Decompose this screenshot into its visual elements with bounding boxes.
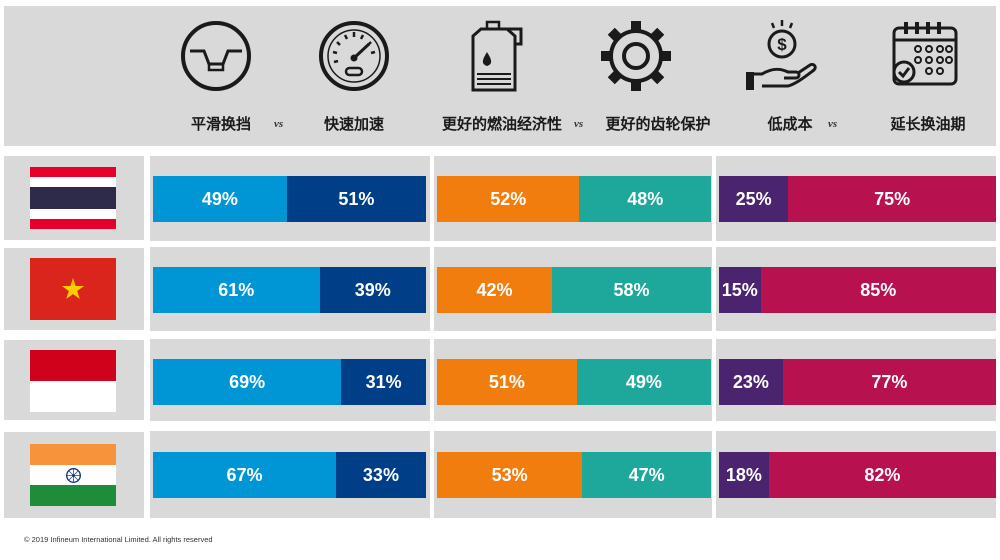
bar-segment-right: 49% — [576, 359, 711, 405]
flag-cell-vietnam — [4, 248, 144, 330]
data-label: 69% — [229, 371, 266, 392]
bar-segment-left: 61% — [153, 267, 320, 313]
data-label: 51% — [488, 371, 525, 392]
data-label: 77% — [871, 371, 908, 392]
flag-cell-india — [4, 432, 144, 518]
bar-segment-left: 15% — [719, 267, 761, 313]
flag-cell-indonesia — [4, 340, 144, 420]
bar-segment-right: 47% — [582, 452, 711, 498]
label-fuel-economy: 更好的燃油经济性 — [441, 116, 562, 133]
bar-thailand-group-3: 25% 75% — [719, 176, 996, 222]
data-label: 82% — [864, 464, 901, 485]
india-flag-icon — [30, 444, 116, 506]
bar-india-group-3: 18% 82% — [719, 452, 996, 498]
vs-label-2: vs — [574, 118, 584, 130]
thailand-flag-icon — [30, 167, 116, 229]
bar-segment-right: 77% — [782, 359, 996, 405]
data-label: 61% — [218, 279, 255, 300]
money-hand-icon: $ — [744, 18, 820, 94]
gear-icon — [598, 18, 674, 94]
data-label: 49% — [625, 371, 662, 392]
bar-segment-right: 31% — [341, 359, 426, 405]
bar-india-group-1: 67% 33% — [153, 452, 426, 498]
bar-thailand-group-1: 49% 51% — [153, 176, 426, 222]
row-separator — [150, 421, 996, 431]
flag-cell-thailand — [4, 156, 144, 240]
bar-vietnam-group-1: 61% 39% — [153, 267, 426, 313]
bar-segment-left: 53% — [437, 452, 583, 498]
bar-segment-left: 23% — [719, 359, 783, 405]
bar-segment-left: 18% — [719, 452, 769, 498]
vs-label-3: vs — [828, 118, 838, 130]
bar-segment-right: 33% — [335, 452, 426, 498]
steering-wheel-icon — [178, 18, 254, 94]
bar-segment-left: 25% — [719, 176, 789, 222]
row-separator — [150, 241, 996, 247]
row-separator — [150, 331, 996, 339]
calendar-icon — [888, 18, 964, 94]
data-label: 25% — [735, 188, 772, 209]
data-label: 48% — [627, 188, 664, 209]
bar-india-group-2: 53% 47% — [437, 452, 711, 498]
data-label: 23% — [732, 371, 769, 392]
label-low-cost: 低成本 — [767, 116, 813, 133]
data-label: 49% — [201, 188, 238, 209]
indonesia-flag-icon — [30, 350, 116, 412]
bar-thailand-group-2: 52% 48% — [437, 176, 711, 222]
bar-segment-left: 49% — [153, 176, 287, 222]
speedometer-icon — [316, 18, 392, 94]
data-label: 39% — [354, 279, 391, 300]
data-label: 15% — [721, 279, 758, 300]
data-label: 58% — [613, 279, 650, 300]
data-label: 51% — [338, 188, 375, 209]
bar-indonesia-group-1: 69% 31% — [153, 359, 426, 405]
oil-can-icon — [459, 18, 535, 94]
bar-segment-right: 39% — [319, 267, 426, 313]
data-label: 31% — [365, 371, 402, 392]
bar-segment-left: 51% — [437, 359, 577, 405]
data-label: 33% — [362, 464, 399, 485]
bar-segment-left: 42% — [437, 267, 553, 313]
bar-segment-left: 69% — [153, 359, 342, 405]
bar-indonesia-group-3: 23% 77% — [719, 359, 996, 405]
vietnam-flag-icon — [30, 258, 116, 320]
bar-segment-left: 52% — [437, 176, 580, 222]
data-label: 85% — [860, 279, 897, 300]
bar-segment-right: 82% — [768, 452, 996, 498]
bar-segment-right: 75% — [788, 176, 996, 222]
bar-segment-left: 67% — [153, 452, 336, 498]
data-label: 52% — [490, 188, 527, 209]
label-extended-drain: 延长换油期 — [890, 116, 966, 133]
copyright: © 2019 Infineum International Limited. A… — [24, 535, 213, 544]
label-fast-acceleration: 快速加速 — [323, 116, 384, 133]
bar-segment-right: 58% — [552, 267, 711, 313]
data-label: 53% — [491, 464, 528, 485]
bar-segment-right: 48% — [579, 176, 711, 222]
bar-segment-right: 51% — [286, 176, 426, 222]
vs-label-1: vs — [274, 118, 284, 130]
svg-text:$: $ — [777, 35, 787, 54]
data-label: 47% — [628, 464, 665, 485]
bar-vietnam-group-3: 15% 85% — [719, 267, 996, 313]
bar-indonesia-group-2: 51% 49% — [437, 359, 711, 405]
label-smooth-shifting: 平滑换挡 — [190, 116, 251, 133]
data-label: 18% — [725, 464, 762, 485]
bar-vietnam-group-2: 42% 58% — [437, 267, 711, 313]
data-label: 67% — [226, 464, 263, 485]
bar-segment-right: 85% — [760, 267, 996, 313]
data-label: 75% — [874, 188, 911, 209]
data-label: 42% — [476, 279, 513, 300]
label-gear-protection: 更好的齿轮保护 — [605, 116, 711, 133]
